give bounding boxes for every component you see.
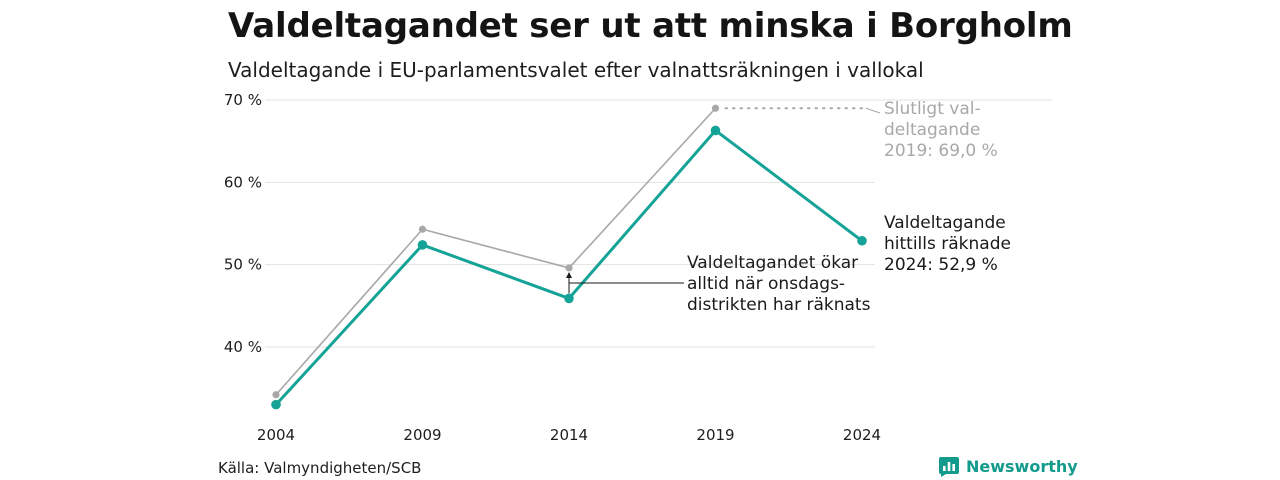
point-final-2004 bbox=[272, 391, 280, 399]
y-tick-label-40: 40 % bbox=[224, 338, 262, 356]
gridlines bbox=[265, 99, 1052, 348]
x-tick-label-2004: 2004 bbox=[257, 426, 295, 444]
chart-title: Valdeltagandet ser ut att minska i Borgh… bbox=[228, 6, 1073, 46]
preliminary-2024-label-line-1: Valdeltagande bbox=[884, 213, 1006, 233]
final-2019-label-line-3: 2019: 69,0 % bbox=[884, 141, 998, 161]
final-2019-label-line-2: deltagande bbox=[884, 120, 980, 140]
gap-note-line-1: Valdeltagandet ökar bbox=[687, 253, 858, 273]
point-final-2009 bbox=[418, 225, 427, 233]
gap-arrow-head bbox=[566, 271, 572, 278]
final-2019-connector bbox=[865, 107, 881, 114]
preliminary-2024-label-line-2: hittills räknade bbox=[884, 234, 1011, 254]
x-tick-label-2014: 2014 bbox=[550, 426, 588, 444]
x-axis-ticks: 2004 2009 2014 2019 2024 bbox=[257, 426, 881, 444]
bar-chart-speech-bubble-icon bbox=[939, 457, 959, 477]
gap-note-line-3: distrikten har räknats bbox=[687, 295, 871, 315]
point-final-2019 bbox=[711, 104, 720, 112]
final-2019-label-line-1: Slutligt val- bbox=[884, 99, 981, 119]
x-tick-label-2019: 2019 bbox=[696, 426, 734, 444]
gap-note-line-2: alltid när onsdags- bbox=[687, 274, 845, 294]
y-axis-ticks: 40 % 50 % 60 % 70 % bbox=[224, 91, 262, 356]
brand-name: Newsworthy bbox=[966, 456, 1078, 476]
data-points bbox=[271, 104, 867, 410]
point-preliminary-2019 bbox=[710, 125, 721, 136]
y-tick-label-60: 60 % bbox=[224, 173, 262, 191]
point-preliminary-2004 bbox=[271, 399, 281, 410]
x-tick-label-2024: 2024 bbox=[843, 426, 881, 444]
x-tick-label-2009: 2009 bbox=[403, 426, 441, 444]
brand-logo: Newsworthy bbox=[938, 455, 1078, 477]
point-final-2014 bbox=[565, 264, 573, 272]
point-preliminary-2014 bbox=[564, 293, 574, 304]
preliminary-2024-label-line-3: 2024: 52,9 % bbox=[884, 255, 998, 275]
source-note: Källa: Valmyndigheten/SCB bbox=[218, 459, 422, 477]
series-line-final bbox=[275, 107, 717, 396]
y-tick-label-50: 50 % bbox=[224, 256, 262, 274]
y-tick-label-70: 70 % bbox=[224, 91, 262, 109]
point-preliminary-2024 bbox=[857, 235, 867, 246]
point-preliminary-2009 bbox=[417, 240, 428, 250]
chart-subtitle: Valdeltagande i EU-parlamentsvalet efter… bbox=[228, 58, 924, 82]
